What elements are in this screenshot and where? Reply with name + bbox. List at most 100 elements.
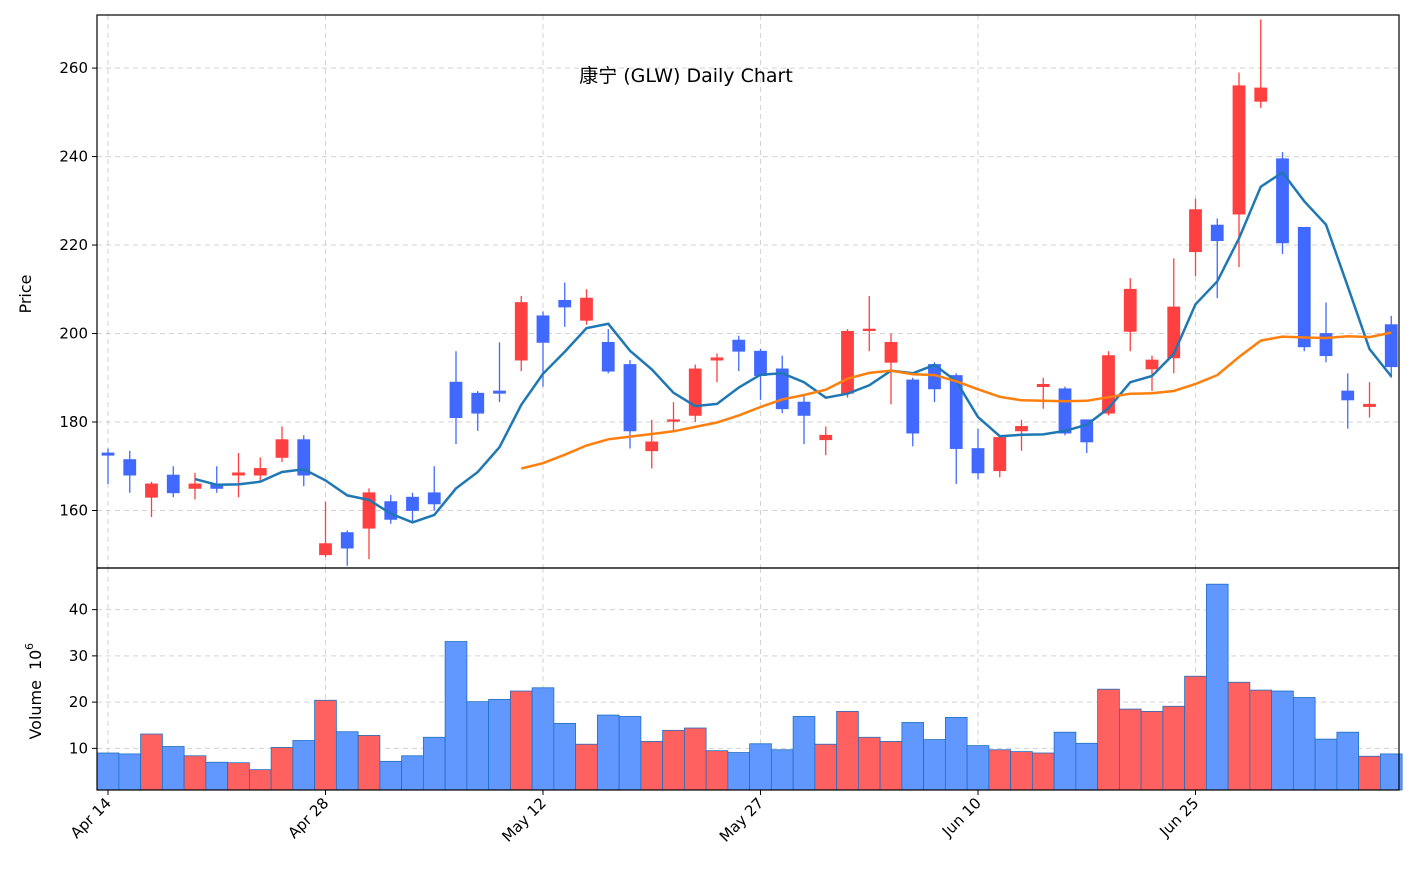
candlestick xyxy=(732,335,746,372)
volume-bar xyxy=(770,749,794,791)
volume-bar xyxy=(1336,731,1360,791)
candle-body xyxy=(449,381,463,418)
candlestick xyxy=(710,353,724,383)
date-tick-label: Apr 14 xyxy=(67,794,115,842)
moving-average-short-line xyxy=(194,170,1393,524)
volume-bar xyxy=(553,723,577,791)
volume-bar xyxy=(662,729,685,791)
candlestick xyxy=(297,435,311,487)
volume-bar xyxy=(292,740,316,791)
candlestick xyxy=(819,426,833,456)
price-tick-label: 160 xyxy=(59,501,88,519)
volume-bar xyxy=(379,760,403,791)
candle-body xyxy=(1384,324,1398,368)
price-tick-label: 180 xyxy=(59,413,88,431)
volume-bar xyxy=(401,755,424,791)
volume-bar xyxy=(488,698,511,791)
volume-bar xyxy=(466,701,490,791)
volume-bar xyxy=(944,716,968,791)
volume-bar xyxy=(683,727,707,791)
date-axis-ticks: Apr 14 Apr 28 May 12 May 27 Jun 10 Jun 25 xyxy=(67,790,1202,846)
candle-body xyxy=(1123,288,1137,332)
candlestick xyxy=(1254,19,1268,108)
candlestick xyxy=(145,481,158,518)
candle-body xyxy=(1276,158,1289,244)
candle-body xyxy=(841,330,854,394)
candle-body xyxy=(1254,87,1268,102)
candlestick xyxy=(841,329,854,398)
candle-body xyxy=(297,439,311,476)
volume-bar xyxy=(335,731,359,791)
candlestick xyxy=(123,450,137,493)
volume-bar xyxy=(901,722,925,791)
candlestick xyxy=(623,360,637,449)
volume-bar xyxy=(227,762,250,791)
candle-body xyxy=(645,441,659,452)
volume-bar xyxy=(749,743,772,791)
volume-bar xyxy=(596,714,620,791)
volume-bar xyxy=(1358,755,1381,791)
candlestick xyxy=(1102,351,1115,416)
price-tick-label: 200 xyxy=(59,325,88,343)
date-tick-label: Jun 10 xyxy=(938,794,985,841)
candlestick xyxy=(1036,377,1050,409)
candlestick xyxy=(971,428,985,480)
volume-bar xyxy=(1162,705,1186,791)
candle-body xyxy=(101,452,115,456)
candle-body xyxy=(732,339,746,352)
candle-body xyxy=(188,483,202,489)
price-panel-frame xyxy=(96,14,1400,569)
volume-bar xyxy=(792,716,816,791)
volume-bar xyxy=(1031,752,1055,791)
candle-body xyxy=(601,341,615,372)
candle-body xyxy=(1036,384,1050,388)
price-tick-label: 240 xyxy=(59,148,88,166)
candle-body xyxy=(623,364,637,432)
candlestick xyxy=(1210,218,1224,299)
candlestick xyxy=(514,295,528,372)
candle-body xyxy=(1297,226,1311,348)
candle-body xyxy=(471,392,485,414)
candle-body xyxy=(340,532,354,549)
volume-bar xyxy=(1227,681,1251,791)
volume-bar xyxy=(314,699,337,791)
candle-body xyxy=(493,390,506,394)
candlestick xyxy=(993,437,1007,478)
volume-bar xyxy=(1249,689,1273,791)
volume-bar xyxy=(140,733,163,791)
candle-body xyxy=(1232,85,1246,215)
candlestick xyxy=(797,395,811,445)
volume-bar xyxy=(575,743,598,791)
volume-tick-label: 20 xyxy=(69,693,88,711)
volume-bar xyxy=(1010,751,1033,791)
volume-bar xyxy=(1292,697,1316,791)
candle-body xyxy=(166,474,180,494)
volume-bar xyxy=(1053,731,1077,791)
volume-bar xyxy=(640,741,664,791)
candlestick xyxy=(340,530,354,566)
volume-bar xyxy=(923,739,946,791)
volume-bar xyxy=(727,752,751,791)
candlestick xyxy=(1319,302,1333,363)
candlestick xyxy=(1167,258,1181,374)
candlestick xyxy=(580,289,593,325)
volume-bar xyxy=(205,761,229,791)
price-axis-label: Price xyxy=(16,274,35,313)
candle-body xyxy=(253,468,267,476)
date-tick-label: May 12 xyxy=(498,794,550,846)
candle-body xyxy=(536,315,550,343)
candlestick xyxy=(1145,355,1159,392)
candlestick xyxy=(275,426,289,462)
volume-bar xyxy=(1205,583,1229,791)
candlestick xyxy=(493,342,506,403)
volume-bar xyxy=(857,736,881,791)
candle-body xyxy=(406,496,419,511)
candlestick xyxy=(1189,198,1202,277)
candle-body xyxy=(797,401,811,416)
candle-body xyxy=(275,439,289,458)
volume-bar xyxy=(1075,742,1099,791)
chart-title: 康宁 (GLW) Daily Chart xyxy=(579,65,793,87)
volume-bar xyxy=(422,736,446,791)
candle-body xyxy=(1341,390,1355,401)
